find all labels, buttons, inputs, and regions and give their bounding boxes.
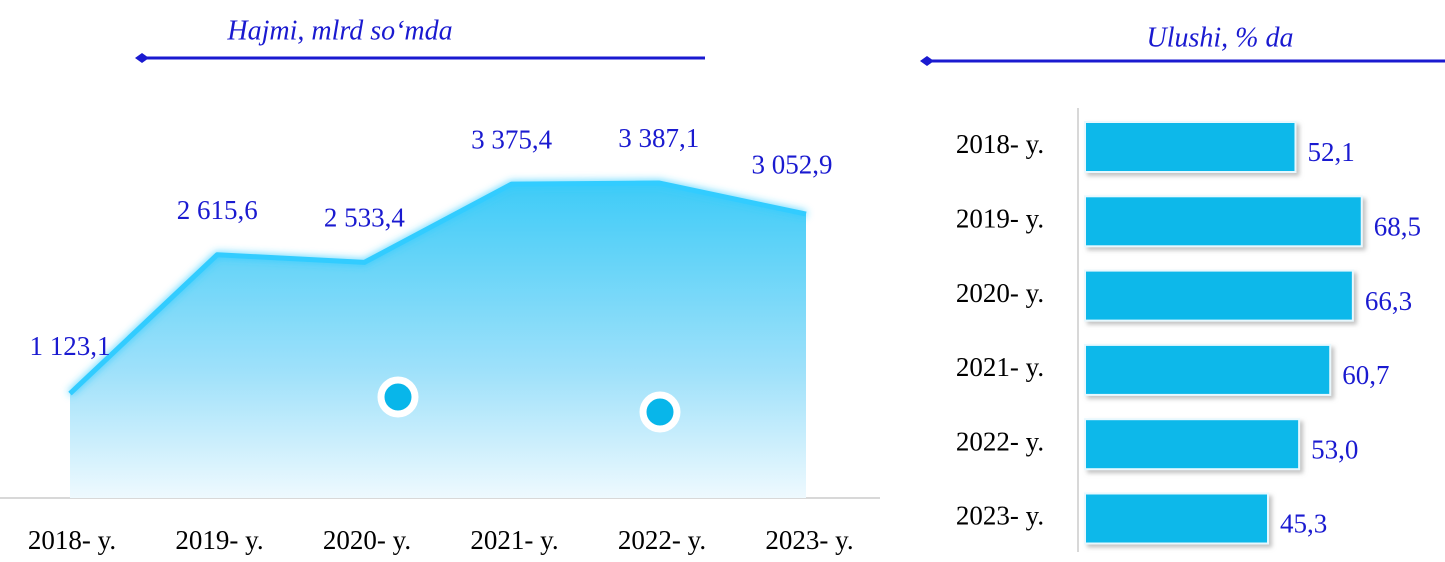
value-label: 60,7 xyxy=(1342,360,1389,390)
value-label: 66,3 xyxy=(1365,286,1412,316)
y-tick-label: 2019- y. xyxy=(956,204,1044,234)
rule-diamond xyxy=(920,56,934,66)
value-label: 3 387,1 xyxy=(618,123,699,153)
decor-dot xyxy=(377,376,419,418)
area xyxy=(70,183,806,498)
y-tick-label: 2023- y. xyxy=(956,501,1044,531)
x-tick-label: 2023- y. xyxy=(765,525,853,555)
bar xyxy=(1084,121,1297,173)
line xyxy=(68,180,807,396)
x-tick-label: 2018- y. xyxy=(28,525,116,555)
decor-dot xyxy=(639,391,681,433)
value-label: 45,3 xyxy=(1280,509,1327,539)
x-tick-label: 2019- y. xyxy=(175,525,263,555)
bar xyxy=(1084,492,1270,545)
y-tick-label: 2018- y. xyxy=(956,129,1044,159)
value-label: 2 533,4 xyxy=(324,203,406,233)
chart-title: Ulushi, % da xyxy=(1147,22,1294,53)
value-label: 3 052,9 xyxy=(752,149,833,179)
rule-diamond xyxy=(135,53,149,63)
y-tick-label: 2021- y. xyxy=(956,352,1044,382)
value-label: 52,1 xyxy=(1307,137,1354,167)
value-label: 1 123,1 xyxy=(30,331,111,361)
bar xyxy=(1084,269,1354,322)
value-label: 2 615,6 xyxy=(177,195,258,225)
bar xyxy=(1084,195,1363,248)
y-tick-label: 2020- y. xyxy=(956,278,1044,308)
bar xyxy=(1084,418,1301,471)
y-tick-label: 2022- y. xyxy=(956,426,1044,456)
x-tick-label: 2022- y. xyxy=(618,525,706,555)
chart-title: Hajmi, mlrd so‘mda xyxy=(226,15,452,46)
x-tick-label: 2020- y. xyxy=(323,525,411,555)
value-label: 3 375,4 xyxy=(471,124,553,154)
value-label: 53,0 xyxy=(1311,434,1358,464)
value-label: 68,5 xyxy=(1374,212,1421,242)
bar xyxy=(1084,343,1332,396)
x-tick-label: 2021- y. xyxy=(470,525,558,555)
